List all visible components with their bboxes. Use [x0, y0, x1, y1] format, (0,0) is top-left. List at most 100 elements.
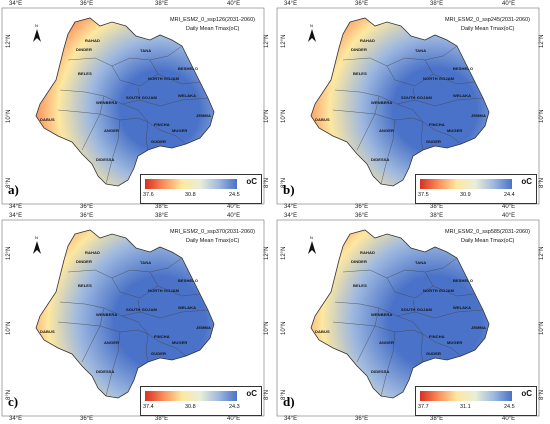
sub-basin-label: WENBERA — [96, 312, 118, 317]
longitude-tick-top: 36°E — [355, 1, 369, 7]
legend-colorbar — [145, 391, 237, 401]
sub-basin-boundary — [81, 307, 105, 363]
sub-basin-boundary — [149, 59, 201, 85]
sub-basin-boundary — [420, 333, 424, 363]
legend-colorbar — [420, 179, 512, 189]
sub-basin-boundary — [119, 73, 159, 87]
longitude-tick-bottom: 40°E — [502, 204, 516, 210]
basin-map — [276, 7, 540, 205]
sub-basin-label: BELES — [353, 71, 367, 76]
sub-basin-label: TANA — [140, 48, 152, 53]
latitude-tick-left: 12°N — [281, 34, 287, 48]
sub-basin-label: DABUS — [315, 117, 330, 122]
sub-basin-boundary — [424, 59, 476, 85]
sub-basin-boundary — [342, 269, 396, 293]
longitude-tick-bottom: 34°E — [284, 204, 298, 210]
sub-basin-boundaries — [57, 257, 209, 397]
legend-unit: oC — [246, 389, 257, 398]
sub-basin-label: RAHAD — [85, 38, 100, 43]
sub-basin-label: BESHELO — [178, 66, 199, 71]
sub-basin-label: BESHELO — [453, 66, 474, 71]
sub-basin-boundary — [145, 333, 149, 363]
latitude-tick-left: 10°N — [6, 321, 12, 335]
longitude-tick-bottom: 38°E — [430, 416, 444, 422]
sub-basin-boundary — [374, 325, 424, 335]
latitude-tick-right: 10°N — [264, 109, 270, 123]
sub-basin-boundary — [121, 97, 209, 107]
latitude-tick-right: 8°N — [539, 177, 545, 188]
north-arrow-icon: N — [32, 22, 42, 44]
map-title: MRI_ESM2_0_ssp245(2031-2060) — [445, 17, 530, 23]
sub-basin-label: WENBERA — [371, 312, 393, 317]
sub-basin-label: ANGER — [104, 128, 119, 133]
longitude-tick-bottom: 40°E — [502, 416, 516, 422]
sub-basin-label: DABUS — [40, 329, 55, 334]
longitude-tick-top: 40°E — [227, 1, 241, 7]
longitude-tick-bottom: 34°E — [9, 204, 23, 210]
latitude-tick-right: 12°N — [539, 246, 545, 260]
sub-basin-boundary — [394, 73, 434, 87]
sub-basin-label: JEMMA — [471, 325, 486, 330]
longitude-tick-bottom: 36°E — [80, 204, 94, 210]
sub-basin-boundary — [356, 95, 380, 151]
legend-max-value: 24.5 — [504, 404, 515, 410]
sub-basin-boundary — [119, 285, 159, 299]
sub-basin-label: ANGER — [379, 340, 394, 345]
sub-basin-label: WENBERA — [96, 100, 118, 105]
sub-basin-label: JEMMA — [196, 113, 211, 118]
sub-basin-label: BELES — [78, 283, 92, 288]
sub-basin-label: BESHELO — [453, 278, 474, 283]
panel-letter: a) — [8, 182, 19, 197]
sub-basin-boundary — [396, 309, 484, 319]
sub-basin-boundary — [356, 307, 380, 363]
sub-basin-label: DINDER — [76, 47, 92, 52]
longitude-tick-top: 36°E — [80, 213, 94, 219]
map-title: MRI_ESM2_0_ssp585(2031-2060) — [445, 229, 530, 235]
map-frame — [1, 7, 265, 205]
sub-basin-boundary — [137, 109, 187, 145]
basin-map — [1, 7, 265, 205]
basin-outline — [310, 17, 490, 187]
sub-basin-label: FINCHA — [429, 334, 445, 339]
map-title: MRI_ESM2_0_ssp126(2031-2060) — [170, 17, 255, 23]
legend-min-value: 37.5 — [418, 192, 429, 198]
latitude-tick-left: 10°N — [6, 109, 12, 123]
map-subtitle: Daily Mean Tmax(oC) — [186, 26, 240, 32]
longitude-tick-top: 40°E — [502, 213, 516, 219]
longitude-tick-top: 36°E — [80, 1, 94, 7]
sub-basin-boundary — [137, 87, 141, 101]
longitude-tick-top: 38°E — [155, 213, 169, 219]
sub-basin-label: TANA — [415, 260, 427, 265]
sub-basin-label: FINCHA — [154, 334, 170, 339]
sub-basin-boundary — [121, 309, 209, 319]
panel-letter: c) — [8, 394, 19, 409]
latitude-tick-right: 12°N — [539, 34, 545, 48]
basin-outline — [310, 229, 490, 399]
map-panel: 34°E 34°E 36°E 36°E 38°E 38°E 40°E 40°E 12°N 12°N… — [0, 212, 275, 424]
north-arrow-icon: N — [307, 22, 317, 44]
sub-basin-label: BESHELO — [178, 278, 199, 283]
latitude-tick-right: 10°N — [264, 321, 270, 335]
longitude-tick-bottom: 36°E — [355, 416, 369, 422]
color-legend: oC 37.5 30.9 24.4 — [415, 174, 537, 204]
north-arrow-icon: N — [32, 234, 42, 256]
sub-basin-boundary — [81, 95, 105, 151]
legend-min-value: 37.7 — [418, 404, 429, 410]
sub-basin-label: MUGER — [447, 128, 463, 133]
legend-unit: oC — [521, 389, 532, 398]
longitude-tick-top: 40°E — [502, 1, 516, 7]
sub-basin-boundary — [342, 57, 396, 81]
longitude-tick-bottom: 38°E — [430, 204, 444, 210]
sub-basin-label: GUDER — [151, 351, 166, 356]
svg-text:N: N — [35, 235, 38, 240]
longitude-tick-bottom: 34°E — [284, 416, 298, 422]
latitude-tick-left: 10°N — [281, 321, 287, 335]
sub-basin-boundary — [374, 113, 424, 123]
latitude-tick-right: 8°N — [264, 389, 270, 400]
svg-text:N: N — [310, 23, 313, 28]
map-panel: 34°E 34°E 36°E 36°E 38°E 38°E 40°E 40°E 12°N 12°N… — [275, 0, 550, 212]
map-subtitle: Daily Mean Tmax(oC) — [186, 238, 240, 244]
latitude-tick-left: 10°N — [281, 109, 287, 123]
map-panel: 34°E 34°E 36°E 36°E 38°E 38°E 40°E 40°E 12°N 12°N… — [275, 212, 550, 424]
legend-colorbar — [145, 179, 237, 189]
